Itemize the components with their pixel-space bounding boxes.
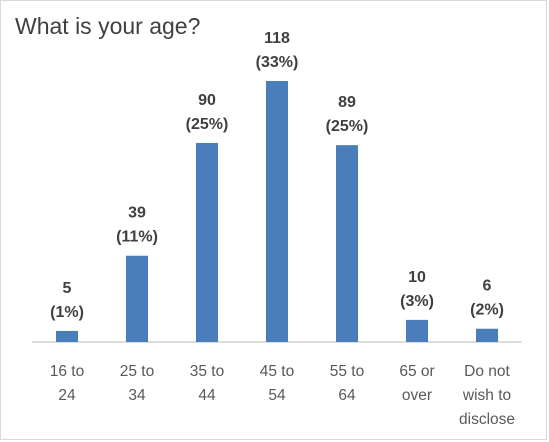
category-tick-label: over xyxy=(402,387,432,404)
data-label-percent: (25%) xyxy=(186,116,229,133)
bar xyxy=(476,328,498,342)
data-label-count: 5 xyxy=(63,280,72,297)
bar xyxy=(196,142,218,342)
data-label-percent: (33%) xyxy=(256,54,299,71)
data-label-count: 10 xyxy=(408,269,426,286)
category-tick-label: 44 xyxy=(198,387,216,404)
data-label-percent: (25%) xyxy=(326,118,369,135)
data-label-percent: (11%) xyxy=(116,229,158,246)
data-label-count: 118 xyxy=(264,30,290,47)
bar xyxy=(336,145,358,342)
bar xyxy=(126,255,148,342)
data-label-count: 89 xyxy=(338,94,356,111)
category-tick-label: 45 to xyxy=(260,363,294,380)
data-label-percent: (2%) xyxy=(470,302,504,319)
category-tick-label: 55 to xyxy=(330,363,364,380)
category-tick-label: disclose xyxy=(459,411,515,428)
category-tick-label: Do not xyxy=(464,363,510,380)
category-tick-label: 16 to xyxy=(50,363,84,380)
category-tick-label: 25 to xyxy=(120,363,154,380)
data-label-percent: (3%) xyxy=(400,293,434,310)
bar xyxy=(266,81,288,342)
category-tick-label: 34 xyxy=(128,387,146,404)
data-label-count: 90 xyxy=(198,92,216,109)
category-tick-label: 64 xyxy=(338,387,356,404)
bar xyxy=(56,330,78,342)
data-label-count: 6 xyxy=(483,278,492,295)
data-label-percent: (1%) xyxy=(50,304,84,321)
chart-title: What is your age? xyxy=(15,13,201,39)
category-tick-label: wish to xyxy=(462,387,511,404)
category-tick-label: 65 or xyxy=(399,363,434,380)
data-label-count: 39 xyxy=(128,205,146,222)
category-tick-label: 35 to xyxy=(190,363,224,380)
bar xyxy=(406,319,428,342)
category-tick-label: 54 xyxy=(268,387,286,404)
category-tick-label: 24 xyxy=(58,387,76,404)
